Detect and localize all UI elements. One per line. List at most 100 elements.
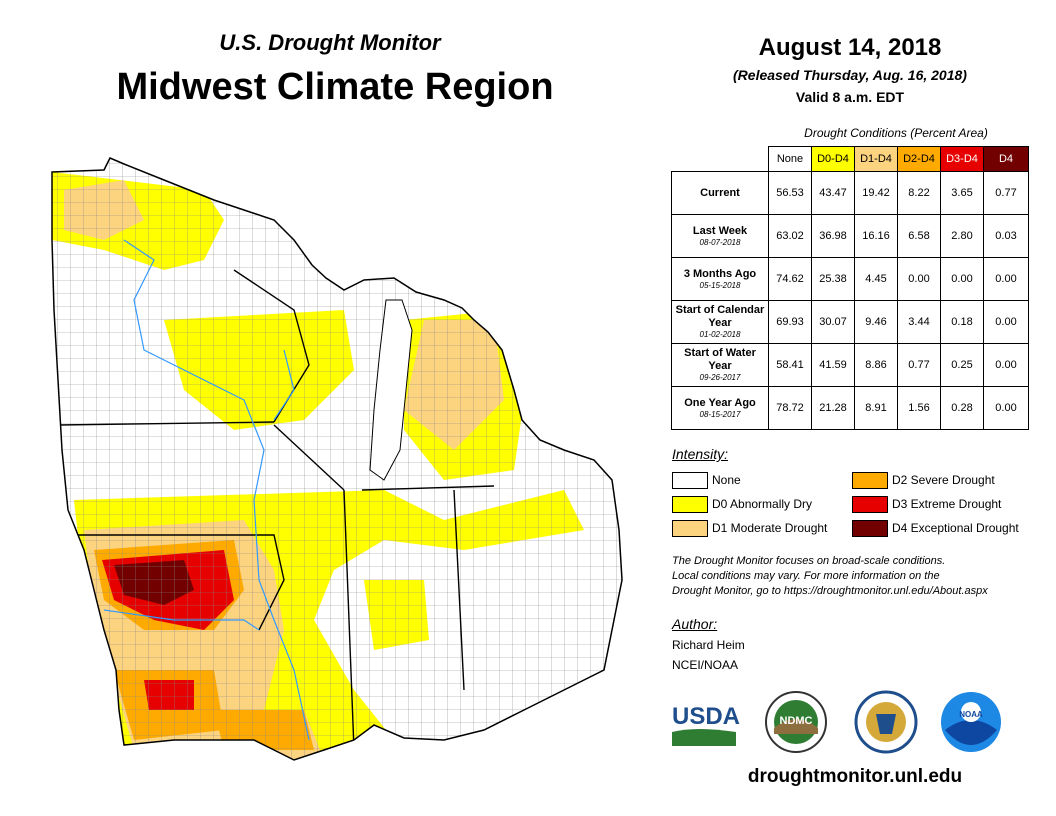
legend-label-d3: D3 Extreme Drought (892, 497, 1002, 511)
drought-map (51, 157, 623, 761)
col-header-d2-d4: D2-D4 (897, 146, 941, 172)
commerce-seal-icon (854, 690, 918, 754)
table-row: Start of Water Year 09-26-2017 58.41 41.5… (671, 343, 1029, 387)
note-line: The Drought Monitor focuses on broad-sca… (672, 555, 946, 567)
table-row: Start of Calendar Year 01-02-2018 69.93 3… (671, 300, 1029, 344)
col-header-d1-d4: D1-D4 (854, 146, 898, 172)
website-link[interactable]: droughtmonitor.unl.edu (747, 766, 963, 787)
table-cell: 21.28 (811, 386, 855, 430)
table-cell: 0.25 (940, 343, 984, 387)
table-caption: Drought Conditions (Percent Area) (804, 126, 988, 140)
usda-logo: USDA (672, 703, 740, 746)
release-date: (Released Thursday, Aug. 16, 2018) (733, 67, 967, 83)
author-name: Richard Heim (672, 638, 745, 652)
table-cell: 8.91 (854, 386, 898, 430)
legend-label-d0: D0 Abnormally Dry (712, 497, 813, 511)
rivers (103, 239, 310, 741)
table-cell: 43.47 (811, 171, 855, 215)
col-header-d3-d4: D3-D4 (940, 146, 984, 172)
table-cell: 16.16 (854, 214, 898, 258)
lake-michigan (369, 299, 413, 481)
table-cell: 0.00 (983, 257, 1029, 301)
table-row: 3 Months Ago 05-15-2018 74.62 25.38 4.45 … (671, 257, 1029, 301)
table-cell: 0.77 (983, 171, 1029, 215)
row-label: Current (671, 171, 769, 215)
noaa-logo: NOAA (941, 692, 1001, 752)
table-cell: 41.59 (811, 343, 855, 387)
table-cell: 0.00 (983, 343, 1029, 387)
ndmc-logo-text: NDMC (780, 715, 813, 727)
legend-swatch-d2 (852, 472, 888, 489)
table-cell: 36.98 (811, 214, 855, 258)
table-cell: 19.42 (854, 171, 898, 215)
table-cell: 78.72 (768, 386, 812, 430)
legend-label-d1: D1 Moderate Drought (712, 521, 828, 535)
legend-title: Intensity: (672, 446, 729, 462)
table-cell: 6.58 (897, 214, 941, 258)
table-cell: 56.53 (768, 171, 812, 215)
table-cell: 3.44 (897, 300, 941, 344)
table-row: Last Week 08-07-2018 63.02 36.98 16.16 6.… (671, 214, 1029, 258)
region-outline (51, 157, 623, 761)
table-cell: 25.38 (811, 257, 855, 301)
col-header-d0-d4: D0-D4 (811, 146, 855, 172)
table-cell: 63.02 (768, 214, 812, 258)
legend-swatch-d1 (672, 520, 708, 537)
table-cell: 0.00 (983, 386, 1029, 430)
legend-swatch-none (672, 472, 708, 489)
table-cell: 0.00 (983, 300, 1029, 344)
map-subtitle: U.S. Drought Monitor (219, 30, 441, 55)
col-header-d4: D4 (983, 146, 1029, 172)
note-line: Local conditions may vary. For more info… (672, 570, 940, 582)
table-header-row: None D0-D4 D1-D4 D2-D4 D3-D4 D4 (672, 146, 1029, 172)
ndmc-logo: NDMC (765, 691, 827, 753)
table-cell: 3.65 (940, 171, 984, 215)
note-line: Drought Monitor, go to https://droughtmo… (672, 585, 988, 597)
legend-label-d2: D2 Severe Drought (892, 473, 995, 487)
author-heading: Author: (672, 616, 718, 632)
state-boundaries (57, 269, 495, 751)
noaa-logo-text: NOAA (959, 710, 983, 719)
row-label: Start of Calendar Year 01-02-2018 (671, 300, 769, 344)
legend-label-d4: D4 Exceptional Drought (892, 521, 1019, 535)
legend-swatch-d0 (672, 496, 708, 513)
table-row: Current 56.53 43.47 19.42 8.22 3.65 0.77 (671, 171, 1029, 215)
usda-logo-field (672, 729, 736, 746)
table-cell: 8.22 (897, 171, 941, 215)
table-corner (672, 147, 769, 172)
drought-conditions-table: None D0-D4 D1-D4 D2-D4 D3-D4 D4 Current … (671, 146, 1029, 430)
table-cell: 0.18 (940, 300, 984, 344)
map-title: Midwest Climate Region (116, 66, 554, 108)
row-label: Start of Water Year 09-26-2017 (671, 343, 769, 387)
table-cell: 0.28 (940, 386, 984, 430)
table-cell: 8.86 (854, 343, 898, 387)
table-cell: 0.00 (940, 257, 984, 301)
table-cell: 0.00 (897, 257, 941, 301)
table-cell: 0.03 (983, 214, 1029, 258)
author-org: NCEI/NOAA (672, 658, 739, 672)
disclaimer-note: The Drought Monitor focuses on broad-sca… (672, 554, 1042, 599)
usda-logo-text: USDA (672, 703, 740, 730)
table-cell: 4.45 (854, 257, 898, 301)
row-label: Last Week 08-07-2018 (671, 214, 769, 258)
table-row: One Year Ago 08-15-2017 78.72 21.28 8.91 … (671, 386, 1029, 430)
table-cell: 30.07 (811, 300, 855, 344)
legend-swatch-d3 (852, 496, 888, 513)
row-label: One Year Ago 08-15-2017 (671, 386, 769, 430)
agency-logos: USDA NDMC NOAA (672, 690, 1001, 754)
table-cell: 74.62 (768, 257, 812, 301)
table-cell: 9.46 (854, 300, 898, 344)
col-header-none: None (768, 146, 812, 172)
table-cell: 0.77 (897, 343, 941, 387)
legend-swatch-d4 (852, 520, 888, 537)
legend-label-none: None (712, 473, 741, 487)
county-grid (52, 158, 622, 760)
table-cell: 2.80 (940, 214, 984, 258)
table-cell: 69.93 (768, 300, 812, 344)
valid-time: Valid 8 a.m. EDT (795, 89, 905, 105)
map-date: August 14, 2018 (758, 34, 942, 61)
row-label: 3 Months Ago 05-15-2018 (671, 257, 769, 301)
table-cell: 1.56 (897, 386, 941, 430)
table-cell: 58.41 (768, 343, 812, 387)
map-region (52, 158, 622, 760)
